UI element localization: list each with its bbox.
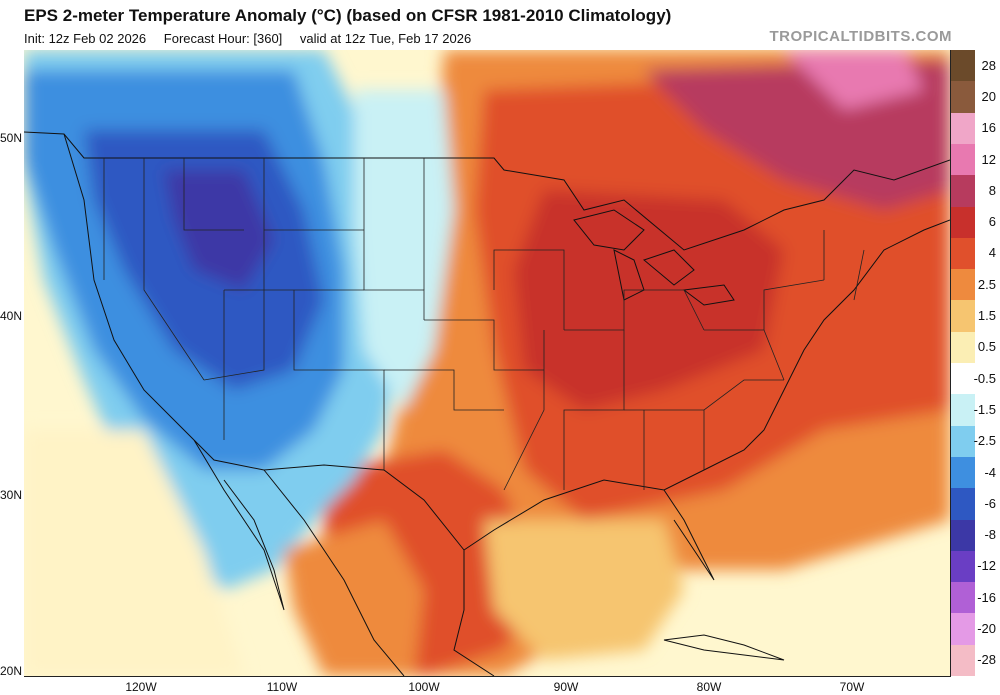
legend-label: -4 [984,464,996,480]
political-boundaries [24,131,950,676]
lon-label: 80W [696,680,722,694]
lon-label: 70W [839,680,865,694]
lat-label: 50N [0,131,23,145]
legend-label: -28 [977,652,996,668]
lat-label: 20N [0,664,23,678]
anomaly-map [24,50,950,676]
legend-swatch [951,175,975,207]
legend-swatch [951,456,975,489]
legend-label: -2.5 [973,433,996,449]
legend-swatch [951,331,975,364]
forecast-hour: Forecast Hour: [360] [163,31,283,46]
legend-swatch [951,582,975,614]
map-subtitle: Init: 12z Feb 02 2026 Forecast Hour: [36… [24,31,485,46]
lat-label: 40N [0,309,23,323]
map-title: EPS 2-meter Temperature Anomaly (°C) (ba… [24,6,672,25]
brand-watermark: TROPICALTIDBITS.COM [769,28,952,45]
legend-label: 2.5 [977,276,996,292]
legend-swatch [951,488,975,520]
map-area [24,50,951,677]
legend-label: -1.5 [973,401,996,417]
legend-label: 4 [988,245,996,261]
legend-swatch [951,50,975,82]
legend-label: 0.5 [977,339,996,355]
color-legend [951,50,975,677]
legend-swatch [951,143,975,176]
valid-time: valid at 12z Tue, Feb 17 2026 [299,31,472,46]
legend-swatch [951,363,975,395]
legend-label: 20 [981,88,996,104]
legend-swatch [951,550,975,583]
legend-swatch [951,519,975,552]
legend-swatch [951,394,975,427]
legend-label: 8 [988,182,996,198]
legend-swatch [951,81,975,114]
legend-label: -6 [984,495,996,511]
legend-swatch [951,269,975,301]
lon-label: 120W [125,680,157,694]
legend-label: 1.5 [977,308,996,324]
legend-swatch [951,613,975,646]
legend-label: 28 [981,57,996,73]
legend-label: -16 [977,589,996,605]
legend-swatch [951,425,975,458]
lon-label: 110W [266,680,298,694]
legend-label: -0.5 [973,370,996,386]
legend-swatch [951,237,975,270]
lon-label: 90W [553,680,579,694]
anomaly-field [24,50,950,676]
legend-label: 12 [981,151,996,167]
legend-label: -12 [977,558,996,574]
legend-swatch [951,206,975,239]
legend-label: -20 [977,621,996,637]
legend-labels: 28 20 16 12 8 6 4 2.5 1.5 0.5 -0.5 -1.5 -2.5 -4 -6 -8 -1… [951,0,1000,695]
legend-swatch [951,112,975,145]
state-lines [103,158,865,491]
legend-swatch [951,300,975,333]
legend-label: 16 [981,120,996,136]
legend-swatch [951,644,975,677]
lat-label: 30N [0,488,23,502]
init-time: Init: 12z Feb 02 2026 [24,31,147,46]
lon-label: 100W [408,680,440,694]
legend-label: -8 [984,527,996,543]
legend-label: 6 [988,214,996,230]
